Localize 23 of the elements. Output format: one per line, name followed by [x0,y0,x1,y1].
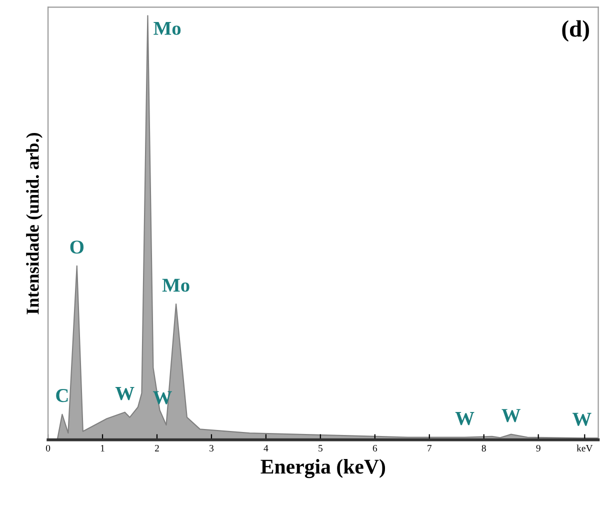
x-tick-label: keV [576,444,593,452]
annotation: C [56,389,68,402]
annotation: W [152,391,172,404]
annotation: W [115,387,134,400]
x-tick-label: 0 [46,444,50,452]
x-tick-label: 1 [100,445,104,452]
annotation: (d) [562,20,589,42]
x-axis-title: Energia (keV) [260,459,386,478]
x-tick-label: 7 [428,445,432,452]
x-tick-label: 4 [264,445,268,452]
annotation: W [502,409,521,422]
y-axis-title: Intensidade (unid. arb.) [26,132,42,314]
annotation: W [455,412,474,426]
x-tick-label: 8 [482,444,486,452]
annotation: Mo [154,22,181,35]
annotation: O [70,240,84,254]
x-tick-label: 3 [210,444,214,452]
x-tick-label: 6 [372,444,378,452]
x-tick-label: 2 [154,444,159,452]
annotation: Mo [162,278,190,292]
x-tick-label: 5 [318,445,322,452]
x-tick-label: 9 [536,444,540,452]
annotation: W [572,412,592,426]
